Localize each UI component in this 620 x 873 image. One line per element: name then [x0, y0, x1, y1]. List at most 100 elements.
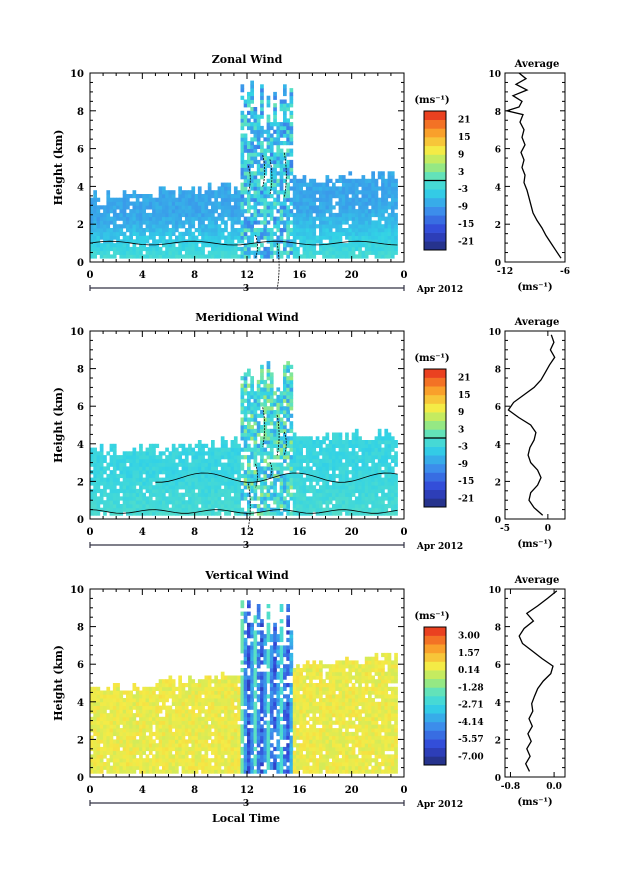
heatmap-cell: [237, 190, 241, 195]
heatmap-cell: [233, 477, 238, 482]
heatmap-cell: [142, 201, 146, 206]
heatmap-cell: [250, 231, 254, 236]
heatmap-cell: [377, 205, 382, 210]
heatmap-cell: [220, 250, 225, 255]
heatmap-cell: [315, 235, 320, 240]
heatmap-cell: [181, 769, 186, 774]
heatmap-cell: [250, 387, 254, 392]
heatmap-cell: [260, 364, 264, 369]
heatmap-cell: [155, 686, 160, 691]
heatmap-cell: [122, 698, 127, 703]
heatmap-cell: [188, 701, 192, 706]
heatmap-cell: [279, 175, 284, 180]
heatmap-cell: [106, 235, 111, 240]
heatmap-cell: [162, 504, 166, 509]
heatmap-cell: [328, 186, 333, 191]
heatmap-cell: [260, 466, 264, 471]
heatmap-cell: [142, 220, 146, 225]
heatmap-cell: [207, 716, 212, 721]
heatmap-cell: [96, 769, 101, 774]
heatmap-cell: [230, 496, 235, 501]
heatmap-cell: [122, 209, 127, 214]
heatmap-cell: [230, 228, 235, 233]
heatmap-cell: [181, 683, 186, 688]
heatmap-cell: [119, 205, 124, 210]
heatmap-cell: [322, 481, 326, 486]
heatmap-cell: [152, 473, 156, 479]
heatmap-cell: [139, 254, 143, 259]
heatmap-cell: [129, 201, 133, 206]
heatmap-cell: [250, 137, 254, 142]
heatmap-cell: [276, 492, 281, 497]
heatmap-cell: [335, 485, 339, 490]
heatmap-cell: [315, 182, 320, 187]
heatmap-cell: [263, 156, 268, 161]
heatmap-cell: [351, 235, 356, 240]
heatmap-cell: [155, 698, 160, 703]
heatmap-cell: [122, 746, 127, 752]
heatmap-cell: [184, 507, 189, 512]
heatmap-cell: [132, 254, 137, 259]
heatmap-cell: [286, 361, 290, 366]
heatmap-cell: [178, 735, 182, 740]
heatmap-cell: [155, 212, 160, 218]
heatmap-cell: [184, 447, 189, 452]
heatmap-cell: [96, 500, 101, 505]
heatmap-cell: [207, 683, 212, 688]
heatmap-cell: [341, 496, 346, 501]
heatmap-cell: [273, 455, 277, 460]
heatmap-cell: [247, 163, 251, 168]
heatmap-cell: [250, 110, 254, 115]
heatmap-cell: [256, 194, 261, 199]
heatmap-cell: [129, 228, 133, 233]
heatmap-cell: [371, 507, 375, 512]
heatmap-cell: [289, 421, 294, 426]
heatmap-cell: [377, 470, 382, 475]
heatmap-cell: [90, 477, 94, 482]
heatmap-cell: [132, 485, 137, 490]
heatmap-cell: [119, 716, 124, 721]
heatmap-cell: [276, 178, 281, 183]
heatmap-cell: [126, 769, 130, 774]
day-label: 3: [243, 284, 249, 294]
heatmap-cell: [158, 216, 163, 221]
heatmap-cell: [184, 231, 189, 236]
heatmap-cell: [325, 432, 330, 437]
heatmap-cell: [368, 250, 372, 255]
heatmap-cell: [292, 470, 297, 475]
heatmap-cell: [129, 507, 133, 512]
heatmap-cell: [204, 769, 209, 774]
heatmap-cell: [266, 473, 271, 479]
heatmap-cell: [240, 383, 245, 388]
heatmap-cell: [354, 488, 359, 494]
heatmap-cell: [116, 686, 120, 691]
heatmap-cell: [266, 231, 271, 236]
heatmap-cell: [109, 455, 114, 460]
heatmap-cell: [142, 758, 146, 763]
heatmap-cell: [263, 201, 268, 206]
heatmap-cell: [99, 254, 104, 259]
heatmap-cell: [322, 507, 326, 512]
heatmap-cell: [168, 765, 173, 770]
heatmap-cell: [158, 743, 163, 748]
heatmap-cell: [152, 731, 156, 737]
heatmap-cell: [269, 152, 274, 157]
heatmap-cell: [96, 496, 101, 501]
heatmap-cell: [112, 201, 117, 206]
heatmap-cell: [155, 209, 160, 214]
heatmap-cell: [387, 182, 392, 187]
heatmap-cell: [260, 394, 264, 400]
x-tick-label: 12: [240, 527, 254, 538]
heatmap-cell: [305, 182, 310, 187]
heatmap-cell: [273, 129, 277, 134]
heatmap-cell: [214, 470, 218, 475]
heatmap-cell: [224, 197, 228, 202]
heatmap-cell: [178, 675, 182, 680]
heatmap-cell: [109, 254, 114, 259]
heatmap-cell: [260, 114, 264, 119]
heatmap-cell: [224, 209, 228, 214]
heatmap-cell: [309, 220, 313, 225]
heatmap-cell: [175, 769, 179, 774]
heatmap-cell: [256, 137, 261, 142]
heatmap-cell: [139, 713, 143, 718]
